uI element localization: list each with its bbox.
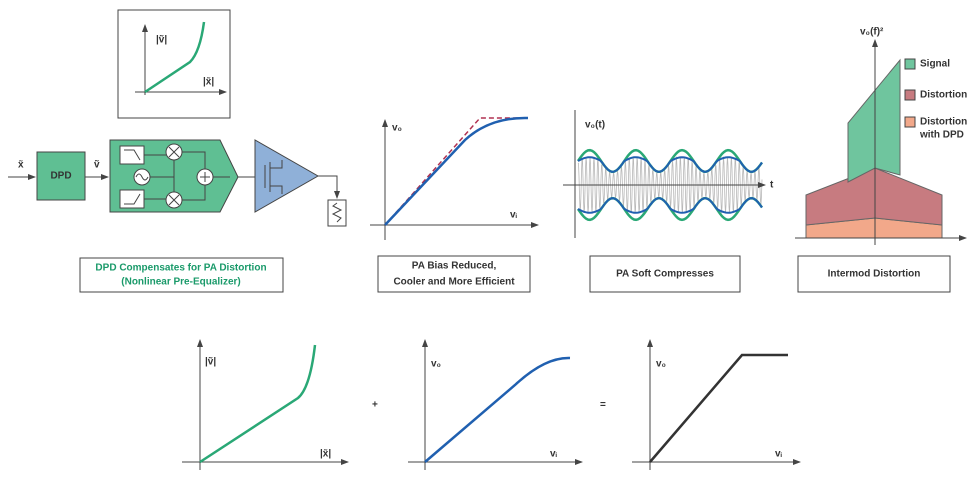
axis-label: v₀(t) [585,120,605,131]
axis-label: v₀ [392,123,402,134]
mixer [168,146,180,158]
axis-label: vᵢ [550,449,558,460]
block-label: DPD [50,171,71,182]
filter-icon [124,149,141,161]
band [847,58,901,183]
band [805,167,943,226]
axis-label: v₀ [431,359,441,370]
curve [144,21,206,94]
legend-label: with DPD [919,130,964,141]
axis-label: |ṽ| [205,357,216,368]
legend-label: Distortion [920,90,967,101]
signal-label: ṽ [94,160,100,171]
axis-label: |x̃| [320,448,331,459]
caption: (Nonlinear Pre-Equalizer) [121,277,240,288]
axis-label: v₀ [656,359,666,370]
caption: Intermod Distortion [828,269,921,280]
envelope [577,156,763,173]
curve [649,353,788,463]
inset-frame [117,9,231,119]
axis-label: vᵢ [510,210,518,221]
oscillator [135,173,149,181]
envelope [577,197,763,214]
mixer [168,194,180,206]
filter-icon [119,189,145,209]
curve [199,344,317,464]
curve [384,117,528,226]
axis-label: v₀(f)² [860,27,884,38]
wire [144,151,230,201]
resistor [331,202,343,223]
caption-box [377,255,531,293]
operator: + [372,400,378,411]
legend-swatch [904,116,916,128]
caption: DPD Compensates for PA Distortion [95,263,266,274]
pa-block [254,139,320,213]
filter-icon [124,193,141,205]
axis-label: |ṽ| [156,35,167,46]
adder [200,172,210,182]
signal-label: x̃ [18,159,24,170]
caption-box [589,255,741,293]
transistor-icon [264,160,283,194]
dpd-block [36,151,86,201]
caption: Cooler and More Efficient [393,277,515,288]
curve [424,356,571,463]
legend-swatch [904,58,916,70]
caption: PA Bias Reduced, [412,261,497,272]
caption-box [797,255,951,293]
operator: = [600,400,606,411]
caption: PA Soft Compresses [616,269,714,280]
legend-label: Distortion [920,117,967,128]
axis-label: vᵢ [775,449,783,460]
legend-swatch [904,89,916,101]
axis-label: |x̃| [203,76,214,87]
caption-box [79,257,284,293]
load [327,199,347,227]
filter-icon [119,145,145,165]
axis-label: t [770,180,774,191]
legend-label: Signal [920,59,950,70]
curve [384,116,529,226]
wire [318,175,340,199]
